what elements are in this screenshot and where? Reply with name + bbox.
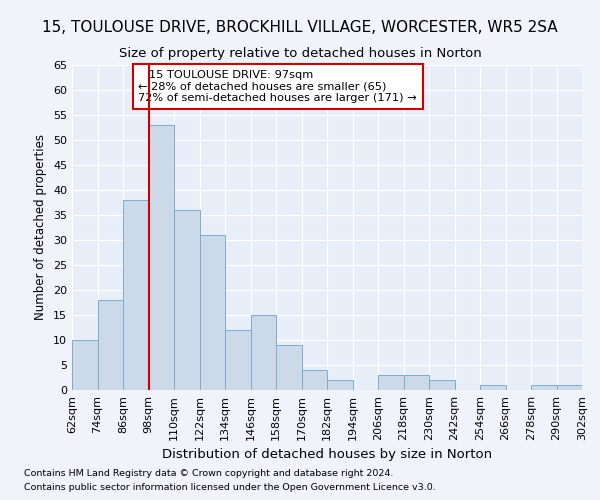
Bar bbox=[531, 385, 557, 390]
Bar bbox=[557, 385, 582, 390]
Bar bbox=[327, 380, 353, 390]
Bar bbox=[98, 300, 123, 390]
Text: Contains HM Land Registry data © Crown copyright and database right 2024.: Contains HM Land Registry data © Crown c… bbox=[24, 468, 394, 477]
Bar bbox=[378, 375, 404, 390]
Bar bbox=[302, 370, 327, 390]
Bar bbox=[276, 345, 302, 390]
Text: 15 TOULOUSE DRIVE: 97sqm   
← 28% of detached houses are smaller (65)
72% of sem: 15 TOULOUSE DRIVE: 97sqm ← 28% of detach… bbox=[139, 70, 417, 103]
Bar bbox=[149, 125, 174, 390]
Bar bbox=[174, 210, 200, 390]
Bar bbox=[123, 200, 149, 390]
Bar bbox=[200, 235, 225, 390]
Bar bbox=[251, 315, 276, 390]
Bar bbox=[429, 380, 455, 390]
Y-axis label: Number of detached properties: Number of detached properties bbox=[34, 134, 47, 320]
Bar bbox=[404, 375, 429, 390]
Bar bbox=[72, 340, 98, 390]
Text: 15, TOULOUSE DRIVE, BROCKHILL VILLAGE, WORCESTER, WR5 2SA: 15, TOULOUSE DRIVE, BROCKHILL VILLAGE, W… bbox=[42, 20, 558, 35]
X-axis label: Distribution of detached houses by size in Norton: Distribution of detached houses by size … bbox=[162, 448, 492, 462]
Bar bbox=[225, 330, 251, 390]
Text: Contains public sector information licensed under the Open Government Licence v3: Contains public sector information licen… bbox=[24, 484, 436, 492]
Bar bbox=[480, 385, 505, 390]
Text: Size of property relative to detached houses in Norton: Size of property relative to detached ho… bbox=[119, 48, 481, 60]
